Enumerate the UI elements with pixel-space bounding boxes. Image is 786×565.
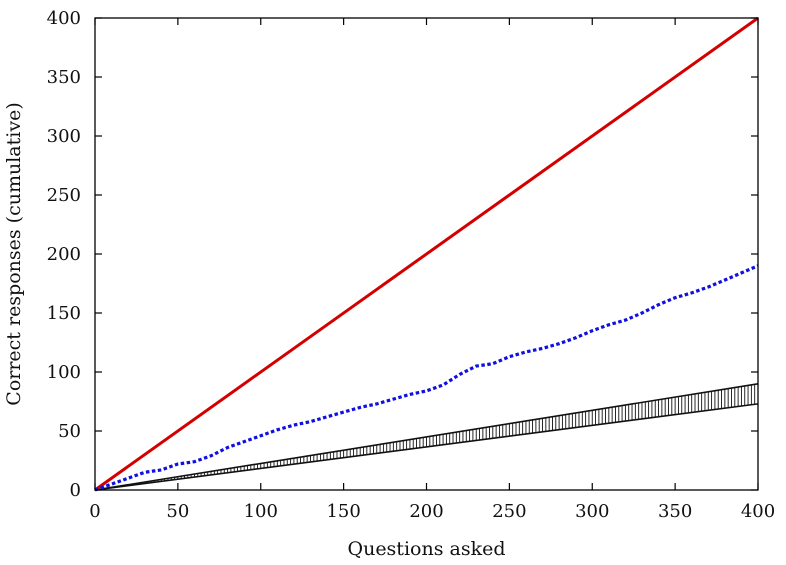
y-tick-label-3: 150 — [47, 303, 81, 324]
series-2-band — [94, 383, 759, 491]
axis-ticks: 0 50 100 150 200 250 300 350 400 0 50 100 150 200 250 3… — [47, 8, 776, 522]
x-tick-label-7: 350 — [658, 501, 692, 522]
x-tick-label-5: 250 — [492, 501, 526, 522]
y-tick-label-4: 200 — [47, 244, 81, 265]
y-tick-label-1: 50 — [58, 421, 81, 442]
series-1-line — [94, 264, 759, 492]
y-tick-label-0: 0 — [70, 480, 81, 501]
band-upper-edge — [94, 383, 759, 491]
y-tick-label-6: 300 — [47, 126, 81, 147]
x-tick-label-4: 200 — [409, 501, 443, 522]
y-tick-label-2: 100 — [47, 362, 81, 383]
band-lower-edge — [94, 403, 759, 491]
x-tick-label-0: 0 — [89, 501, 100, 522]
x-tick-label-3: 150 — [326, 501, 360, 522]
y-axis-label: Correct responses (cumulative) — [3, 102, 25, 405]
x-tick-label-8: 400 — [741, 501, 775, 522]
y-tick-label-5: 250 — [47, 185, 81, 206]
x-tick-label-6: 300 — [575, 501, 609, 522]
series-0-line — [94, 16, 759, 492]
y-tick-label-7: 350 — [47, 67, 81, 88]
x-axis-label: Questions asked — [348, 538, 506, 560]
y-tick-label-8: 400 — [47, 8, 81, 29]
plot-area — [94, 16, 759, 492]
x-tick-label-1: 50 — [166, 501, 189, 522]
x-tick-label-2: 100 — [244, 501, 278, 522]
